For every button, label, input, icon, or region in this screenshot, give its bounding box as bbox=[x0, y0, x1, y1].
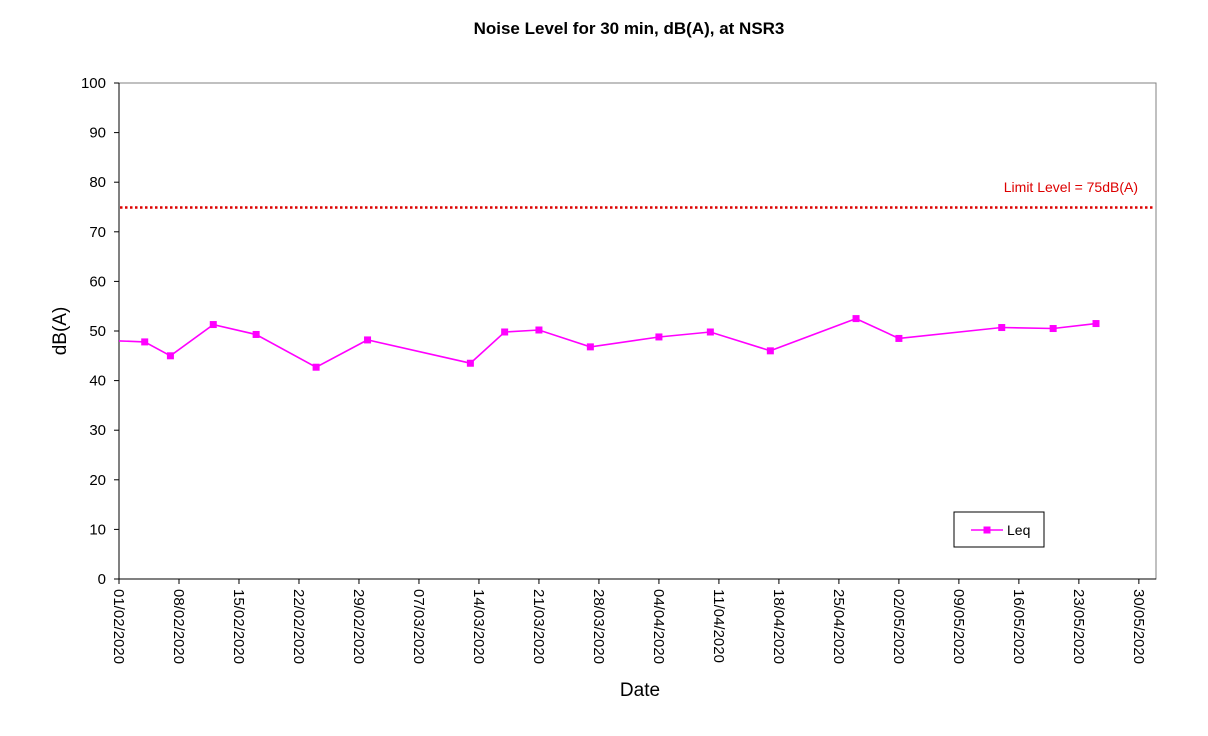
legend: Leq bbox=[953, 511, 1045, 548]
data-point bbox=[501, 328, 509, 336]
legend-marker-swatch bbox=[983, 526, 991, 534]
x-tick-label: 16/05/2020 bbox=[1010, 589, 1027, 664]
data-point bbox=[466, 359, 474, 367]
x-tick-label: 07/03/2020 bbox=[410, 589, 427, 664]
data-point bbox=[535, 326, 543, 334]
y-tick-label: 50 bbox=[89, 323, 106, 340]
x-tick-label: 01/02/2020 bbox=[110, 589, 127, 664]
chart-title: Noise Level for 30 min, dB(A), at NSR3 bbox=[474, 19, 785, 38]
data-point bbox=[586, 343, 594, 351]
series-line-leq bbox=[118, 317, 1097, 369]
x-tick-label: 11/04/2020 bbox=[710, 589, 727, 663]
reference-lines: Limit Level = 75dB(A) bbox=[120, 179, 1155, 209]
data-point bbox=[364, 336, 372, 344]
y-tick-label: 100 bbox=[81, 75, 106, 92]
legend-label-leq: Leq bbox=[1007, 522, 1030, 538]
series-group bbox=[118, 315, 1100, 371]
x-tick-label: 15/02/2020 bbox=[230, 589, 247, 664]
y-tick-label: 70 bbox=[89, 224, 106, 241]
data-point bbox=[252, 330, 260, 338]
y-tick-label: 90 bbox=[89, 125, 106, 142]
x-axis: 01/02/2020 08/02/2020 15/02/2020 22/02/2020… bbox=[110, 578, 1156, 664]
limit-level-label: Limit Level = 75dB(A) bbox=[1004, 179, 1138, 195]
x-tick-label: 14/03/2020 bbox=[470, 589, 487, 664]
data-point bbox=[895, 334, 903, 342]
data-point bbox=[852, 315, 860, 323]
x-tick-label: 04/04/2020 bbox=[650, 589, 667, 664]
x-tick-label: 25/04/2020 bbox=[830, 589, 847, 664]
y-tick-label: 30 bbox=[89, 422, 106, 439]
data-point bbox=[209, 321, 217, 329]
x-axis-title: Date bbox=[620, 680, 660, 701]
data-point bbox=[766, 347, 774, 355]
data-point bbox=[166, 352, 174, 360]
data-point bbox=[706, 328, 714, 336]
data-point bbox=[1092, 320, 1100, 328]
y-tick-label: 20 bbox=[89, 472, 106, 489]
data-point bbox=[655, 333, 663, 341]
x-tick-label: 23/05/2020 bbox=[1070, 589, 1087, 664]
x-tick-label: 28/03/2020 bbox=[590, 589, 607, 664]
y-tick-label: 80 bbox=[89, 174, 106, 191]
data-point bbox=[1049, 325, 1057, 333]
y-tick-label: 0 bbox=[98, 571, 106, 588]
data-point bbox=[141, 338, 149, 346]
y-axis: 0 10 20 30 40 50 60 70 80 90 100 bbox=[81, 75, 120, 588]
data-point bbox=[312, 363, 320, 371]
x-tick-label: 09/05/2020 bbox=[950, 589, 967, 664]
x-tick-label: 18/04/2020 bbox=[770, 589, 787, 664]
x-tick-label: 29/02/2020 bbox=[350, 589, 367, 664]
x-tick-label: 21/03/2020 bbox=[530, 589, 547, 664]
x-tick-label: 08/02/2020 bbox=[170, 589, 187, 664]
y-tick-label: 10 bbox=[89, 521, 106, 538]
y-tick-label: 60 bbox=[89, 273, 106, 290]
x-tick-label: 22/02/2020 bbox=[290, 589, 307, 664]
data-point bbox=[998, 324, 1006, 332]
x-tick-label: 02/05/2020 bbox=[890, 589, 907, 664]
x-tick-label: 30/05/2020 bbox=[1130, 589, 1147, 664]
y-axis-title: dB(A) bbox=[50, 307, 71, 356]
y-tick-label: 40 bbox=[89, 373, 106, 390]
